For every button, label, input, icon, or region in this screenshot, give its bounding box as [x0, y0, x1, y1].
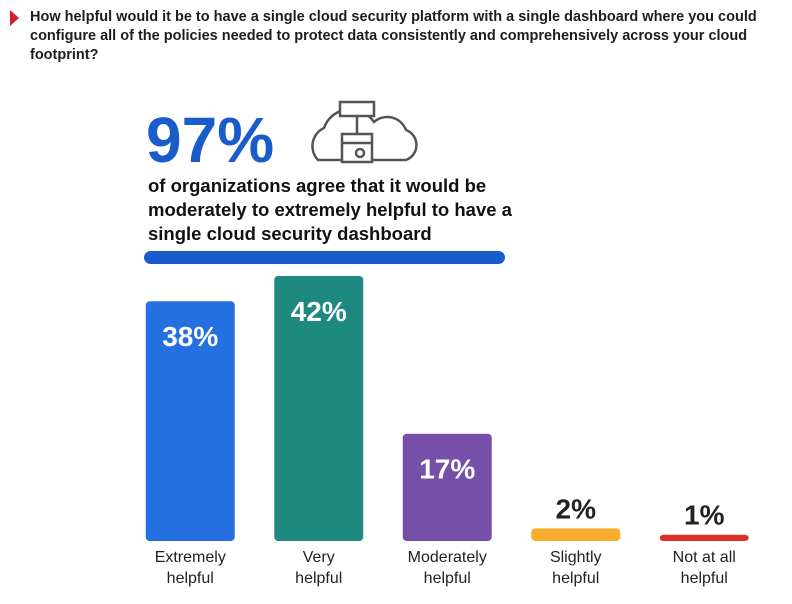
category-label: Slightly helpful: [549, 549, 602, 587]
category-label: Very helpful: [295, 549, 343, 587]
bar: [145, 301, 235, 541]
headline-bar: [144, 251, 505, 264]
category-label: Moderately helpful: [407, 549, 487, 587]
chart-title: How helpful would it be to have a single…: [30, 9, 757, 63]
bar: [531, 528, 621, 541]
cloud-icon: [311, 100, 418, 164]
value-label: 17%: [419, 454, 475, 485]
category-label: Not at all helpful: [672, 549, 736, 587]
category-label: Extremely helpful: [154, 549, 226, 587]
value-label: 2%: [556, 493, 597, 524]
headline-text: of organizations agree that it would be …: [148, 175, 512, 244]
value-label: 1%: [684, 500, 725, 531]
headline: 97%: [146, 104, 275, 176]
bar: [402, 433, 492, 541]
title-marker: [10, 10, 19, 26]
value-label: 42%: [291, 296, 347, 327]
bar: [659, 534, 749, 541]
value-label: 38%: [162, 321, 218, 352]
bar: [274, 276, 364, 541]
